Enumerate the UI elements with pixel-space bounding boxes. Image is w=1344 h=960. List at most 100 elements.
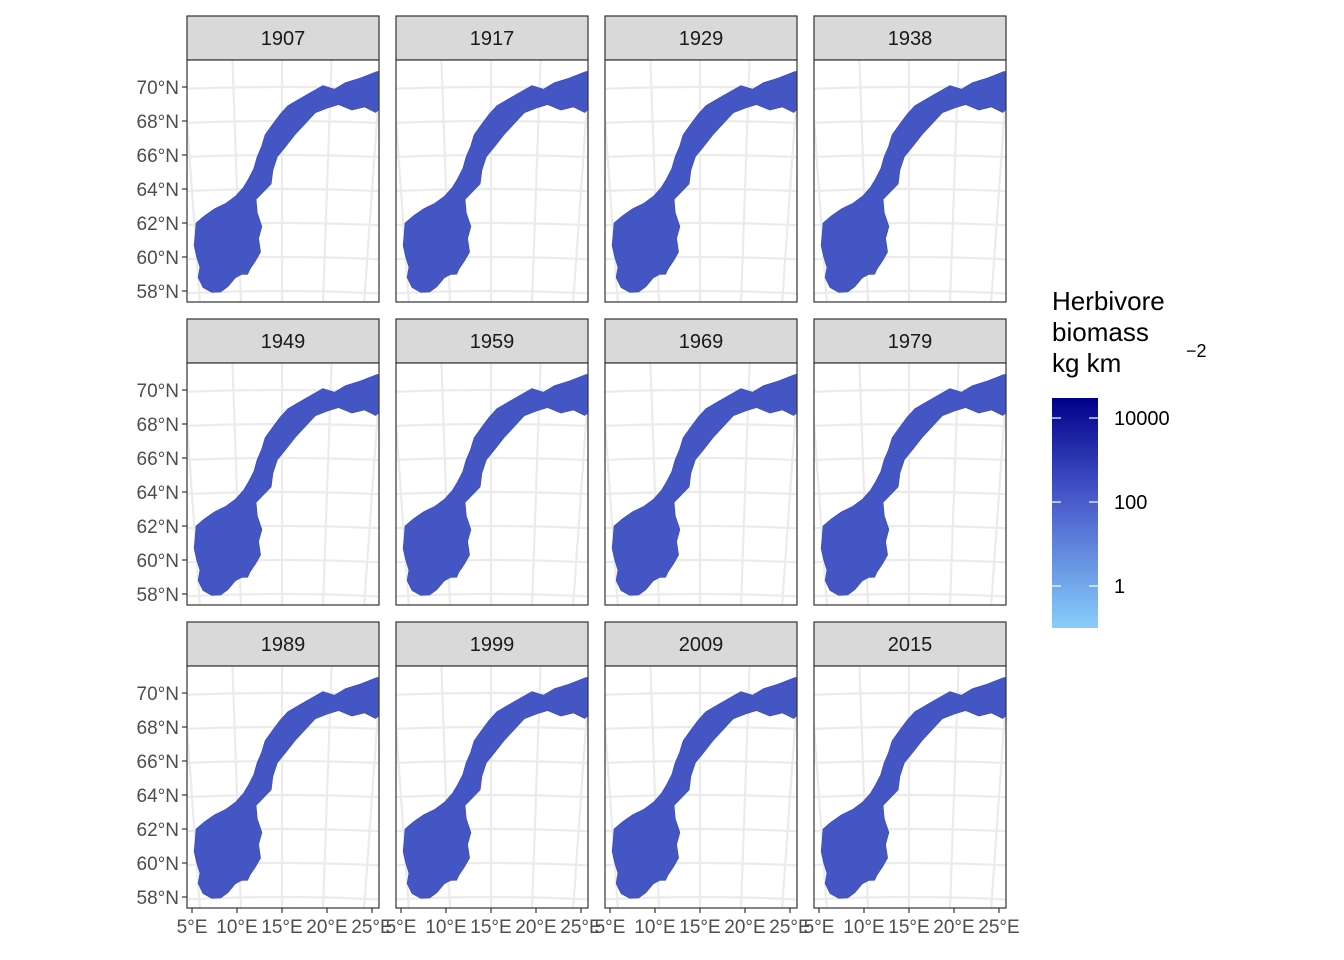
legend-title-line-1: Herbivore xyxy=(1052,286,1165,316)
graticule-lat xyxy=(814,691,1006,696)
graticule-lat xyxy=(814,153,1006,159)
facet-strip xyxy=(395,318,589,364)
graticule-lat xyxy=(605,388,797,393)
panel-plot-area xyxy=(605,363,797,605)
graticule-lon xyxy=(948,666,960,908)
graticule-lon xyxy=(187,710,201,908)
graticule-lat xyxy=(605,456,797,462)
facet-strip xyxy=(186,15,380,61)
graticule-lat xyxy=(814,187,1006,193)
graticule-lon xyxy=(231,666,243,908)
facet-panel-2009: 2009 5°E 10°E 15°E 20°E 25°E xyxy=(595,621,811,938)
graticule-lon xyxy=(605,407,619,605)
graticule-lat xyxy=(187,187,379,193)
facet-strip-label: 2015 xyxy=(888,634,933,656)
facet-panel-1999: 1999 5°E 10°E 15°E 20°E 25°E xyxy=(386,621,602,938)
graticule-lon xyxy=(396,710,410,908)
lon-tick-label: 15°E xyxy=(470,917,511,938)
panel-border xyxy=(604,59,798,303)
lat-tick-label: 68°N xyxy=(137,415,179,436)
legend-title-line-2: biomass xyxy=(1052,317,1149,347)
graticule-lon xyxy=(814,104,828,302)
graticule-lat xyxy=(187,85,379,90)
lat-tick-label: 58°N xyxy=(137,282,179,303)
lat-tick-label: 64°N xyxy=(137,180,179,201)
graticule-lon xyxy=(990,76,1006,302)
graticule-lon xyxy=(858,363,870,605)
facet-strip-label: 1907 xyxy=(261,28,306,50)
graticule-lon xyxy=(858,666,870,908)
lat-tick-label: 60°N xyxy=(137,854,179,875)
facet-strip xyxy=(604,621,798,667)
legend-title-superscript: −2 xyxy=(1186,341,1207,361)
graticule-lat xyxy=(187,153,379,159)
lon-tick-label: 25°E xyxy=(351,917,392,938)
graticule-lat xyxy=(605,490,797,496)
lon-tick-label: 10°E xyxy=(843,917,884,938)
norway-region xyxy=(193,676,379,899)
graticule-lat xyxy=(396,187,588,193)
graticule-lon xyxy=(572,76,588,302)
facet-strip-label: 1999 xyxy=(470,634,515,656)
graticule-lon xyxy=(572,682,588,908)
graticule-lat xyxy=(187,388,379,393)
panel-border xyxy=(395,59,589,303)
graticule-lat xyxy=(396,759,588,765)
graticule-lon xyxy=(363,682,379,908)
facet-strip xyxy=(186,318,380,364)
lon-tick-label: 25°E xyxy=(560,917,601,938)
lat-tick-label: 66°N xyxy=(137,146,179,167)
graticule-lon xyxy=(231,60,243,302)
lat-tick-label: 70°N xyxy=(137,78,179,99)
lon-tick-label: 25°E xyxy=(769,917,810,938)
lon-tick-label: 20°E xyxy=(724,917,765,938)
color-legend: Herbivore biomass kg km −2 10000 100 1 xyxy=(1052,286,1207,628)
graticule-lon xyxy=(187,407,201,605)
graticule-lat xyxy=(814,759,1006,765)
graticule-lon xyxy=(739,60,751,302)
facet-strip xyxy=(395,621,589,667)
lon-tick-label: 10°E xyxy=(425,917,466,938)
panel-border xyxy=(186,362,380,606)
lon-tick-label: 5°E xyxy=(595,917,626,938)
norway-region xyxy=(820,70,1006,293)
lon-tick-label: 5°E xyxy=(804,917,835,938)
graticule-lat xyxy=(396,456,588,462)
lat-tick-label: 68°N xyxy=(137,718,179,739)
facet-panel-1959: 1959 xyxy=(395,318,589,606)
norway-region xyxy=(611,676,797,899)
lat-tick-label: 64°N xyxy=(137,786,179,807)
panel-border xyxy=(395,665,589,909)
panel-plot-area xyxy=(187,363,379,605)
graticule-lon xyxy=(781,379,797,605)
legend-break-label: 100 xyxy=(1114,492,1147,514)
graticule-lon xyxy=(649,666,661,908)
panel-plot-area xyxy=(814,60,1006,302)
graticule-lon xyxy=(396,104,410,302)
graticule-lon xyxy=(605,710,619,908)
graticule-lon xyxy=(572,379,588,605)
norway-region xyxy=(820,373,1006,596)
graticule-lon xyxy=(1030,646,1061,935)
facet-panel-1969: 1969 xyxy=(604,318,798,606)
lat-tick-label: 62°N xyxy=(137,214,179,235)
graticule-lat xyxy=(605,793,797,799)
panel-plot-area xyxy=(605,666,797,908)
panel-border xyxy=(813,362,1007,606)
graticule-lat xyxy=(814,388,1006,393)
lon-tick-label: 15°E xyxy=(679,917,720,938)
lat-tick-label: 58°N xyxy=(137,585,179,606)
graticule-lat xyxy=(396,691,588,696)
lat-tick-label: 64°N xyxy=(137,483,179,504)
lat-tick-label: 70°N xyxy=(137,381,179,402)
graticule-lat xyxy=(396,388,588,393)
graticule-lon xyxy=(948,363,960,605)
graticule-lon xyxy=(948,60,960,302)
panel-border xyxy=(604,665,798,909)
lon-tick-label: 10°E xyxy=(634,917,675,938)
graticule-lon xyxy=(990,379,1006,605)
facet-panel-1949: 1949 70°N 68°N 66°N 64°N 62°N 60°N 58°N xyxy=(137,318,380,606)
facet-strip-label: 1959 xyxy=(470,331,515,353)
norway-region xyxy=(193,373,379,596)
